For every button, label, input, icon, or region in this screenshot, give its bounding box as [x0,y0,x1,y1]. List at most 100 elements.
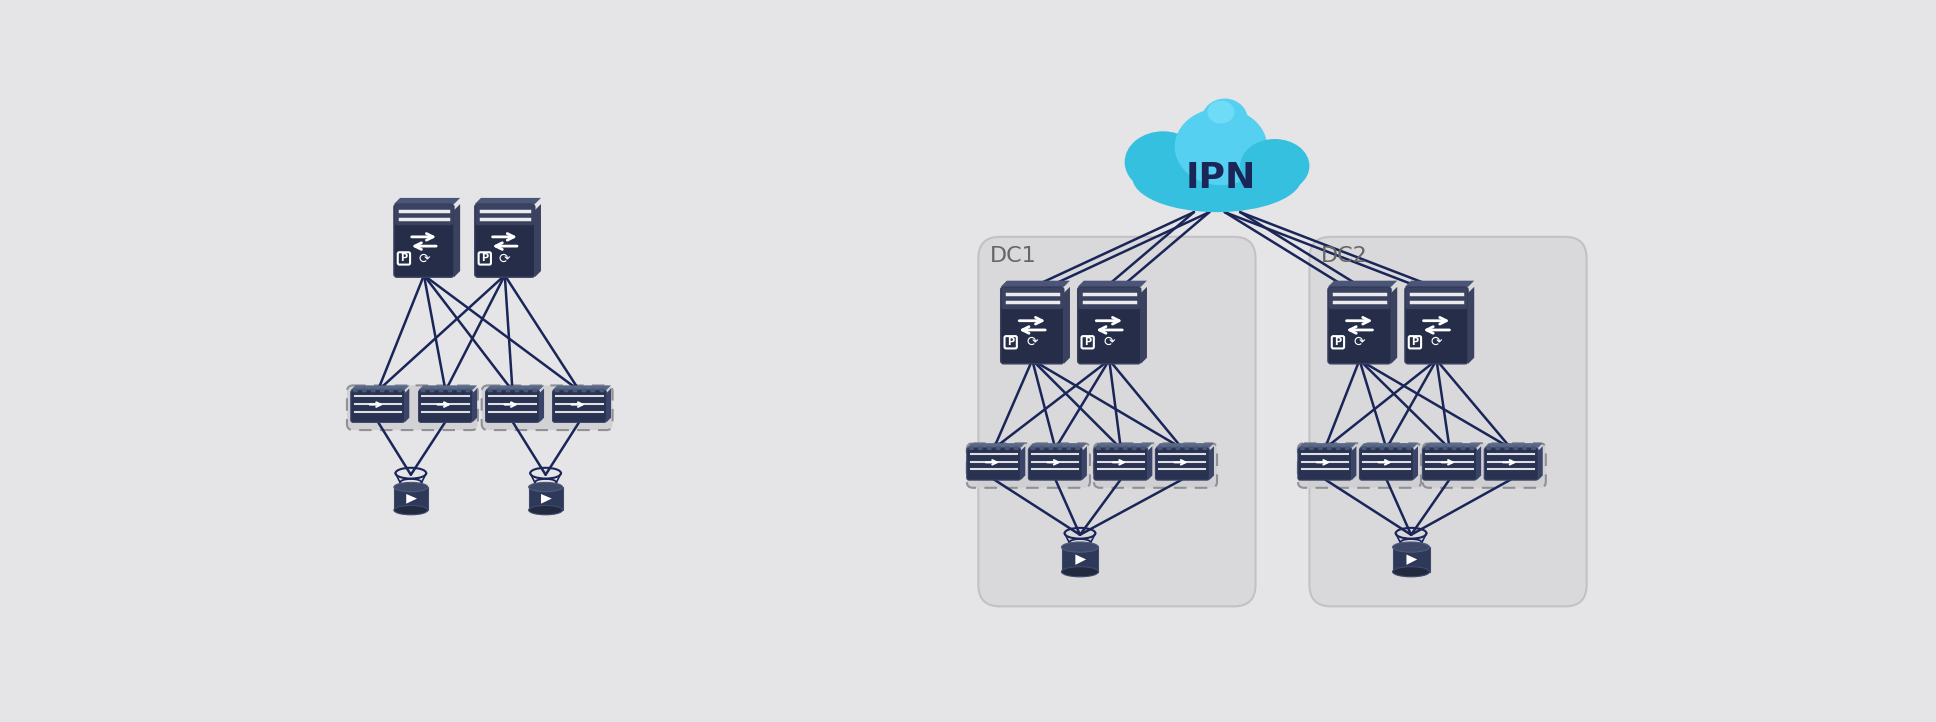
Polygon shape [966,443,1026,448]
Polygon shape [474,198,540,204]
Text: P: P [401,253,407,264]
FancyBboxPatch shape [563,388,569,392]
Polygon shape [1392,287,1398,364]
FancyBboxPatch shape [430,388,434,392]
Ellipse shape [1133,143,1301,212]
Ellipse shape [1175,108,1266,186]
FancyBboxPatch shape [1328,287,1390,309]
FancyBboxPatch shape [1328,287,1392,364]
Polygon shape [1413,446,1417,480]
Ellipse shape [1392,542,1429,552]
FancyBboxPatch shape [395,205,453,225]
FancyBboxPatch shape [389,388,393,392]
FancyBboxPatch shape [1514,446,1518,450]
FancyBboxPatch shape [1297,443,1421,488]
FancyBboxPatch shape [966,443,1090,488]
FancyBboxPatch shape [447,388,453,392]
Polygon shape [1140,287,1146,364]
FancyBboxPatch shape [1326,446,1332,450]
FancyBboxPatch shape [372,388,376,392]
FancyBboxPatch shape [1425,446,1429,450]
FancyBboxPatch shape [987,446,991,450]
FancyBboxPatch shape [581,388,587,392]
FancyBboxPatch shape [1504,446,1508,450]
Text: ⟳: ⟳ [1104,335,1115,349]
Ellipse shape [529,482,563,492]
FancyBboxPatch shape [439,388,443,392]
Polygon shape [1406,554,1417,565]
Polygon shape [1156,443,1214,448]
Ellipse shape [1241,139,1309,193]
FancyBboxPatch shape [1158,446,1162,450]
FancyBboxPatch shape [379,388,385,392]
FancyBboxPatch shape [978,237,1256,606]
Polygon shape [540,494,552,504]
Text: P: P [1411,337,1419,347]
Polygon shape [552,386,612,390]
Text: P: P [1007,337,1014,347]
Polygon shape [1406,281,1473,287]
Text: P: P [482,253,488,264]
Text: ⟳: ⟳ [418,251,430,266]
FancyBboxPatch shape [505,388,511,392]
Text: IPN: IPN [1185,160,1256,194]
FancyBboxPatch shape [1442,446,1448,450]
FancyBboxPatch shape [1485,448,1537,480]
Ellipse shape [529,505,563,515]
Polygon shape [393,198,461,204]
FancyBboxPatch shape [1388,446,1394,450]
FancyBboxPatch shape [1202,446,1206,450]
FancyBboxPatch shape [1487,446,1491,450]
FancyBboxPatch shape [1522,446,1528,450]
FancyBboxPatch shape [600,388,604,392]
FancyBboxPatch shape [1005,446,1009,450]
FancyBboxPatch shape [532,388,536,392]
Polygon shape [1082,446,1086,480]
FancyBboxPatch shape [1371,446,1375,450]
FancyBboxPatch shape [1133,446,1136,450]
Text: DC1: DC1 [989,246,1036,266]
FancyBboxPatch shape [1185,446,1189,450]
Text: P: P [1084,337,1092,347]
FancyBboxPatch shape [1167,446,1171,450]
Ellipse shape [1125,131,1202,193]
FancyBboxPatch shape [556,388,560,392]
Text: ⟳: ⟳ [1431,335,1442,349]
FancyBboxPatch shape [1094,448,1148,480]
FancyBboxPatch shape [1014,446,1018,450]
FancyBboxPatch shape [1067,446,1071,450]
FancyBboxPatch shape [1193,446,1198,450]
FancyBboxPatch shape [1074,446,1080,450]
Ellipse shape [1061,542,1098,552]
FancyBboxPatch shape [1001,287,1063,309]
FancyBboxPatch shape [1361,446,1367,450]
FancyBboxPatch shape [1057,446,1063,450]
Polygon shape [1063,287,1071,364]
Polygon shape [1537,446,1543,480]
Polygon shape [540,388,544,422]
Text: ⟳: ⟳ [499,251,511,266]
Polygon shape [1028,443,1086,448]
FancyBboxPatch shape [995,446,1001,450]
Polygon shape [529,487,563,510]
Polygon shape [1210,446,1214,480]
Polygon shape [1392,547,1429,572]
FancyBboxPatch shape [1531,446,1535,450]
FancyBboxPatch shape [1297,448,1351,480]
Polygon shape [1148,446,1152,480]
FancyBboxPatch shape [1435,446,1438,450]
FancyBboxPatch shape [1049,446,1053,450]
FancyBboxPatch shape [1398,446,1402,450]
FancyBboxPatch shape [397,388,403,392]
Polygon shape [1020,446,1026,480]
FancyBboxPatch shape [476,205,534,225]
Polygon shape [472,388,476,422]
FancyBboxPatch shape [474,204,534,277]
FancyBboxPatch shape [1156,448,1210,480]
FancyBboxPatch shape [1028,448,1082,480]
FancyBboxPatch shape [1078,287,1140,309]
Polygon shape [393,487,428,510]
FancyBboxPatch shape [1495,446,1500,450]
Polygon shape [350,386,408,390]
Polygon shape [1359,443,1417,448]
